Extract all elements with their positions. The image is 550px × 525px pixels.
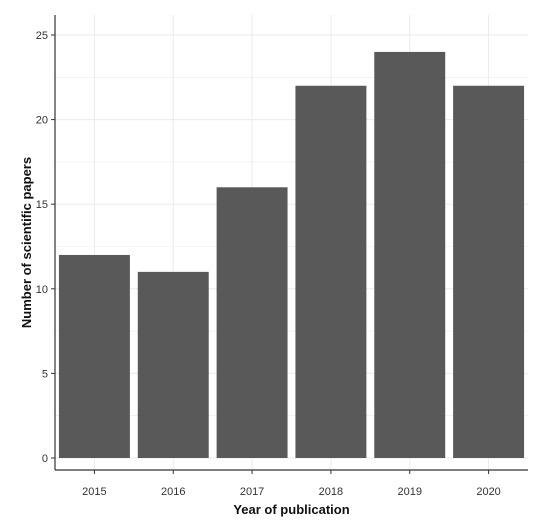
x-axis-ticks: 2015 2016 2017 2018 2019 2020 [82, 470, 501, 498]
x-tick-label: 2015 [82, 486, 106, 498]
bar-2017 [216, 187, 288, 458]
y-axis-ticks: 0 5 10 15 20 25 [36, 30, 55, 465]
bars [58, 51, 525, 459]
x-tick-label: 2019 [398, 486, 422, 498]
x-tick-label: 2018 [319, 486, 343, 498]
axes [54, 15, 528, 471]
x-tick-label: 2016 [161, 486, 185, 498]
y-tick-label: 10 [36, 284, 48, 296]
bar-2019 [374, 51, 446, 459]
bar-2016 [137, 271, 209, 458]
y-tick-label: 0 [42, 453, 48, 465]
y-tick-label: 5 [42, 368, 48, 380]
y-tick-label: 25 [36, 30, 48, 42]
bar-2020 [453, 85, 525, 458]
x-tick-label: 2020 [476, 486, 500, 498]
y-tick-label: 15 [36, 199, 48, 211]
x-axis-title: Year of publication [233, 502, 349, 517]
y-axis-title: Number of scientific papers [19, 157, 34, 328]
x-tick-label: 2017 [240, 486, 264, 498]
bar-2015 [58, 254, 130, 458]
y-tick-label: 20 [36, 115, 48, 127]
bar-2018 [295, 85, 367, 458]
